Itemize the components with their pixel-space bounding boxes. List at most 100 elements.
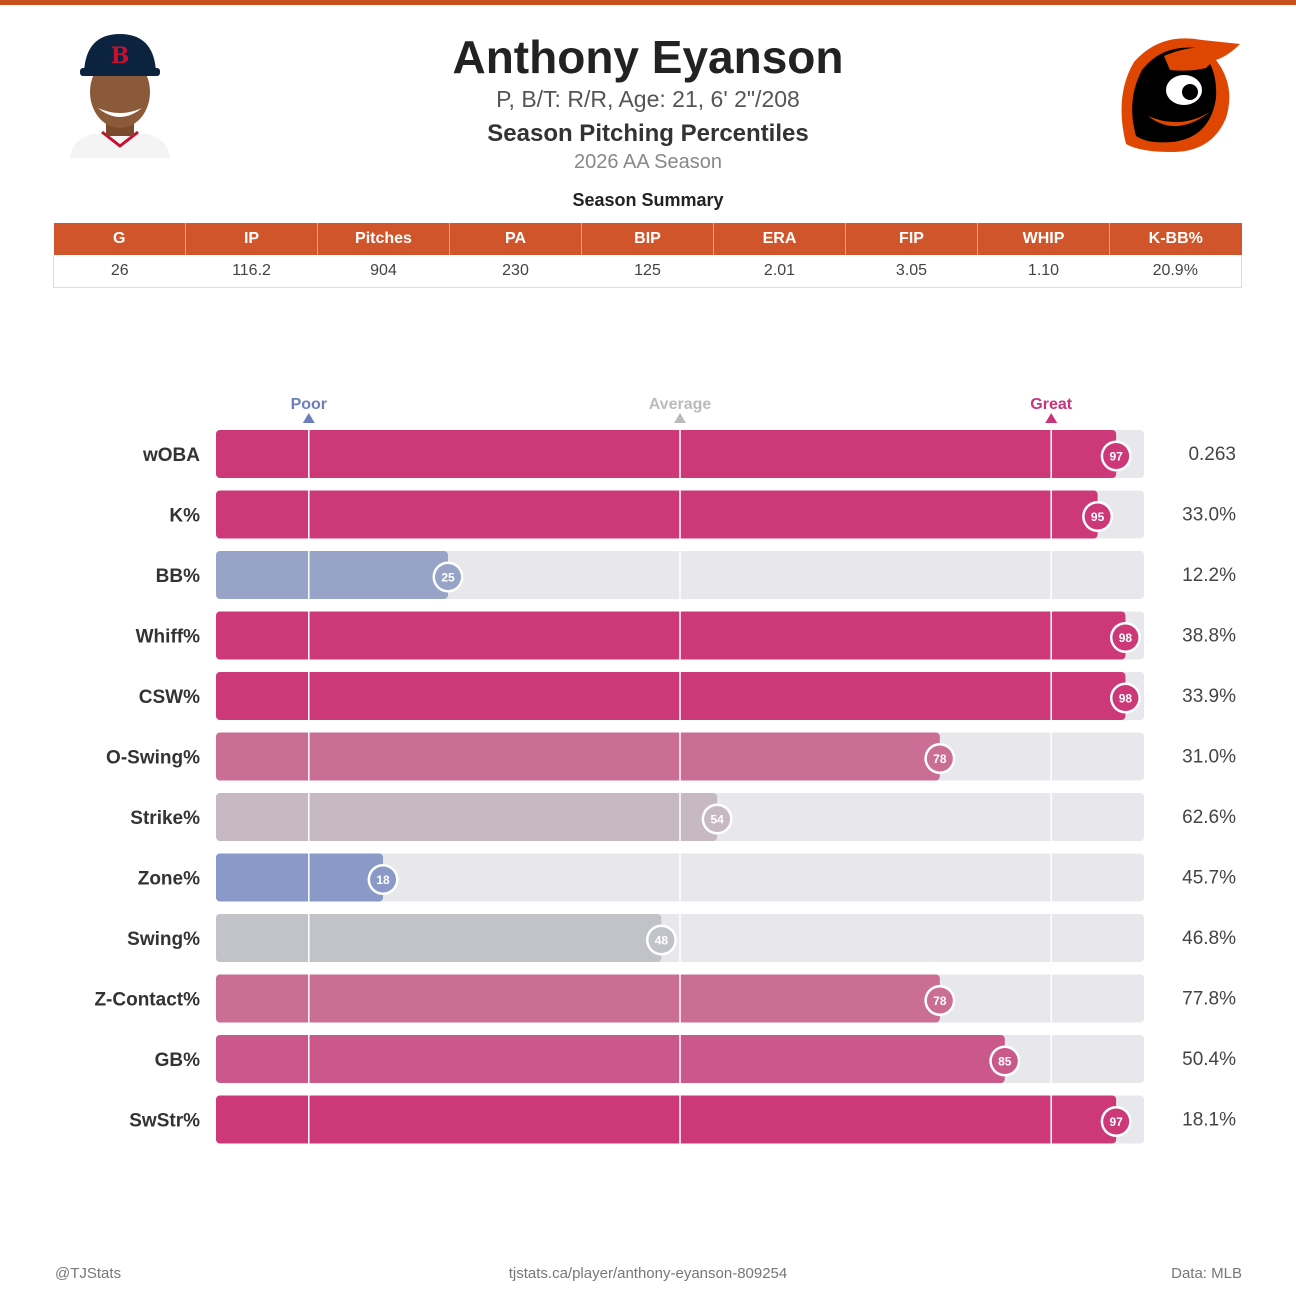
category-label: Whiff% bbox=[136, 627, 200, 648]
summary-header-k-bb: K-BB% bbox=[1109, 223, 1242, 255]
summary-header-fip: FIP bbox=[845, 223, 978, 255]
bar-z-contact bbox=[216, 974, 940, 1023]
chart-title: Season Pitching Percentiles bbox=[487, 120, 809, 147]
category-label: K% bbox=[169, 506, 200, 527]
percentile-label: 54 bbox=[710, 813, 724, 827]
category-label: Zone% bbox=[138, 869, 200, 890]
percentile-label: 48 bbox=[655, 934, 669, 948]
footer-handle: @TJStats bbox=[55, 1265, 122, 1282]
percentile-label: 18 bbox=[376, 873, 390, 887]
season-summary-table: G IP Pitches PA BIP ERA FIP WHIP K-BB% 2… bbox=[53, 223, 1242, 288]
marker-label-poor: Poor bbox=[291, 396, 327, 413]
stat-value: 62.6% bbox=[1182, 807, 1236, 828]
summary-header-era: ERA bbox=[713, 223, 846, 255]
category-label: GB% bbox=[155, 1050, 201, 1071]
summary-header-ip: IP bbox=[185, 223, 318, 255]
percentile-bubble bbox=[704, 806, 731, 832]
percentile-bubble bbox=[648, 927, 675, 953]
percentile-bubble bbox=[1112, 685, 1139, 711]
stat-value: 45.7% bbox=[1182, 868, 1236, 889]
summary-value-ip: 116.2 bbox=[185, 255, 318, 288]
category-label: BB% bbox=[156, 566, 200, 587]
stat-value: 46.8% bbox=[1182, 928, 1236, 949]
stat-value: 0.263 bbox=[1188, 444, 1236, 465]
player-name: Anthony Eyanson bbox=[452, 31, 844, 83]
percentile-label: 98 bbox=[1119, 631, 1133, 645]
percentile-bubble bbox=[1103, 1108, 1130, 1135]
orioles-logo-icon bbox=[1121, 38, 1240, 152]
stat-value: 18.1% bbox=[1182, 1110, 1236, 1131]
category-label: Strike% bbox=[130, 808, 200, 829]
marker-label-average: Average bbox=[649, 396, 712, 413]
stat-value: 12.2% bbox=[1182, 565, 1236, 586]
summary-value-era: 2.01 bbox=[713, 255, 846, 288]
percentile-label: 98 bbox=[1119, 692, 1133, 706]
percentile-bubble bbox=[1084, 503, 1111, 530]
season-label: 2026 AA Season bbox=[574, 151, 722, 173]
summary-label: Season Summary bbox=[572, 190, 724, 210]
summary-header-row: G IP Pitches PA BIP ERA FIP WHIP K-BB% bbox=[53, 223, 1242, 255]
stat-value: 33.9% bbox=[1182, 686, 1236, 707]
percentile-bubble bbox=[926, 745, 953, 772]
marker-arrow-average-icon bbox=[674, 413, 686, 423]
marker-label-great: Great bbox=[1030, 396, 1072, 413]
percentile-bubble bbox=[370, 866, 397, 893]
bar-gb bbox=[216, 1035, 1005, 1083]
bar-swing bbox=[216, 914, 662, 962]
percentile-label: 95 bbox=[1091, 510, 1105, 524]
player-bio: P, B/T: R/R, Age: 21, 6' 2"/208 bbox=[496, 86, 800, 112]
category-label: SwStr% bbox=[129, 1111, 200, 1132]
percentile-label: 97 bbox=[1109, 450, 1123, 464]
svg-text:B: B bbox=[111, 43, 130, 69]
marker-arrow-great-icon bbox=[1045, 413, 1058, 423]
summary-value-pa: 230 bbox=[449, 255, 582, 288]
summary-value-fip: 3.05 bbox=[845, 255, 978, 288]
summary-value-k-bb: 20.9% bbox=[1109, 255, 1242, 288]
bar-k bbox=[216, 490, 1098, 539]
percentile-bubble bbox=[435, 564, 461, 590]
bar-swstr bbox=[216, 1095, 1117, 1144]
bar-whiff bbox=[216, 611, 1126, 660]
percentile-bubble bbox=[926, 987, 953, 1014]
percentile-label: 85 bbox=[998, 1055, 1012, 1069]
bar-woba bbox=[216, 430, 1117, 478]
percentile-bubble bbox=[1112, 624, 1139, 651]
summary-value-bip: 125 bbox=[581, 255, 714, 288]
percentile-label: 78 bbox=[933, 994, 947, 1008]
bar-o-swing bbox=[216, 732, 940, 781]
bar-strike bbox=[216, 793, 718, 841]
summary-value-pitches: 904 bbox=[317, 255, 450, 288]
category-label: wOBA bbox=[142, 445, 200, 466]
stat-value: 77.8% bbox=[1182, 989, 1236, 1010]
bar-bb bbox=[216, 551, 448, 599]
category-label: CSW% bbox=[139, 687, 200, 708]
summary-value-g: 26 bbox=[53, 255, 186, 288]
stat-value: 50.4% bbox=[1182, 1049, 1236, 1070]
footer-url: tjstats.ca/player/anthony-eyanson-809254 bbox=[508, 1265, 788, 1282]
percentile-bubble bbox=[1103, 443, 1130, 469]
summary-header-whip: WHIP bbox=[977, 223, 1110, 255]
percentile-label: 97 bbox=[1109, 1115, 1123, 1129]
summary-value-whip: 1.10 bbox=[977, 255, 1110, 288]
summary-value-row: 26 116.2 904 230 125 2.01 3.05 1.10 20.9… bbox=[53, 255, 1242, 288]
percentile-chart: Poor Average Great wOBA 97 0.263 K% 95 33.0% BB% 2… bbox=[94, 396, 1236, 1144]
bar-zone bbox=[216, 853, 384, 902]
summary-header-g: G bbox=[53, 223, 186, 255]
stat-value: 38.8% bbox=[1182, 626, 1236, 647]
percentile-label: 25 bbox=[441, 571, 455, 585]
category-label: O-Swing% bbox=[106, 748, 200, 769]
stat-value: 33.0% bbox=[1182, 505, 1236, 526]
percentile-bubble bbox=[991, 1048, 1018, 1074]
category-label: Z-Contact% bbox=[94, 990, 200, 1011]
footer-source: Data: MLB bbox=[1171, 1265, 1242, 1282]
top-accent-bar bbox=[0, 0, 1296, 5]
marker-arrow-poor-icon bbox=[302, 413, 315, 423]
summary-header-bip: BIP bbox=[581, 223, 714, 255]
summary-header-pa: PA bbox=[449, 223, 582, 255]
stat-value: 31.0% bbox=[1182, 747, 1236, 768]
bar-csw bbox=[216, 672, 1126, 720]
summary-header-pitches: Pitches bbox=[317, 223, 450, 255]
percentile-label: 78 bbox=[933, 752, 947, 766]
category-label: Swing% bbox=[127, 929, 200, 950]
player-headshot-icon: B bbox=[62, 28, 178, 158]
